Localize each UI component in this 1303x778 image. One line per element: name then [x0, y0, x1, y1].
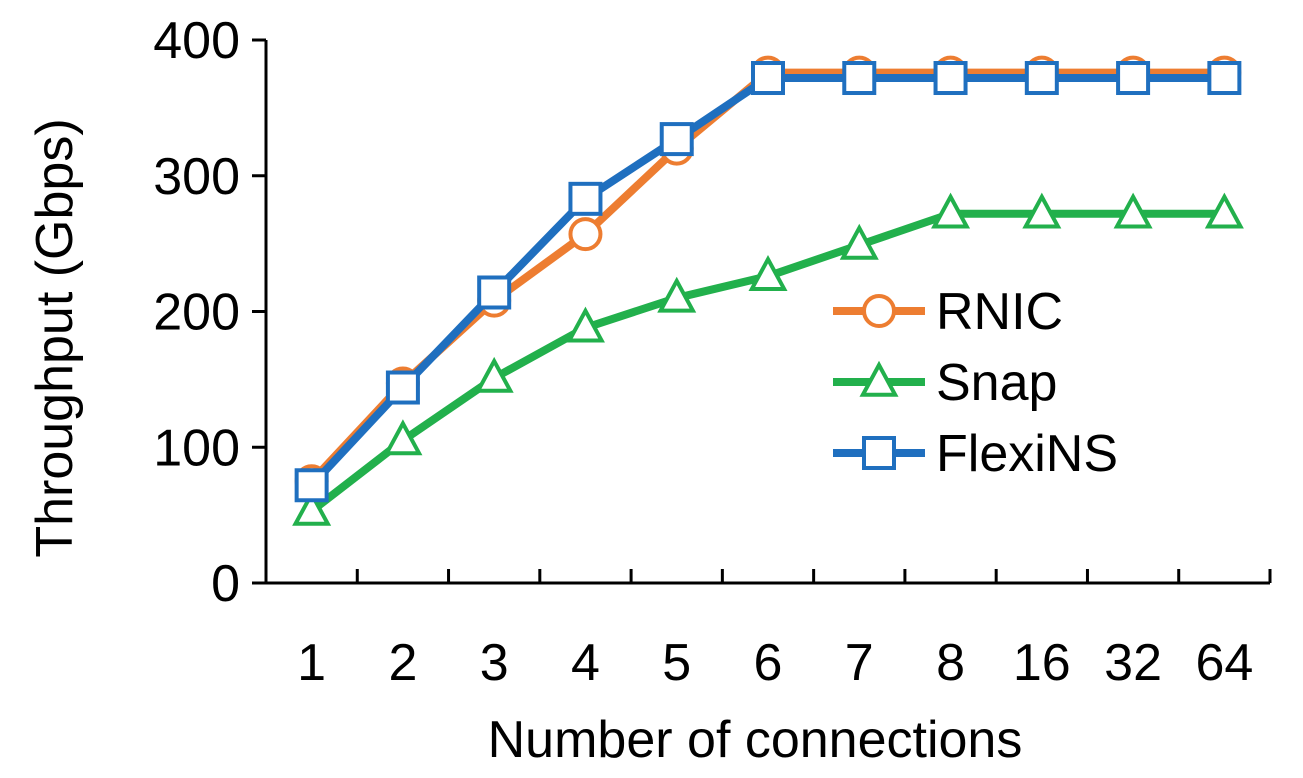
x-tick-label: 16 [1013, 634, 1071, 692]
legend-label-flexins: FlexiNS [936, 425, 1118, 483]
data-point-flexins [1207, 61, 1242, 96]
x-tick-label: 32 [1104, 634, 1162, 692]
legend: RNIC Snap FlexiNS [833, 283, 1118, 483]
data-point-flexins [568, 181, 603, 216]
data-point-snap [383, 419, 423, 456]
x-tick-label: 5 [662, 634, 691, 692]
data-point-snap [748, 255, 788, 291]
data-point-flexins [659, 122, 694, 157]
data-point-flexins [294, 468, 329, 503]
series-layer [292, 55, 1244, 526]
legend-marker-snap [859, 360, 899, 397]
y-tick-label: 100 [153, 419, 240, 477]
x-tick-label: 3 [480, 634, 509, 692]
data-point-rnic [568, 217, 603, 252]
x-tick-label: 2 [388, 634, 417, 692]
legend-item-snap: Snap [833, 354, 1057, 412]
data-point-flexins [933, 61, 968, 96]
data-point-flexins [1116, 61, 1151, 96]
legend-marker-flexins [862, 436, 896, 470]
y-tick-label: 200 [153, 284, 240, 342]
x-tick-label: 4 [571, 634, 600, 692]
x-tick-label: 7 [845, 634, 874, 692]
data-point-flexins [385, 370, 420, 405]
x-tick-label: 6 [754, 634, 783, 692]
data-point-snap [565, 306, 605, 343]
data-point-snap [1113, 192, 1153, 229]
x-axis-title: Number of connections [488, 711, 1023, 769]
data-point-snap [474, 356, 514, 393]
y-axis-title: Throughput (Gbps) [26, 118, 84, 557]
legend-item-flexins: FlexiNS [833, 425, 1118, 483]
legend-label-rnic: RNIC [936, 283, 1063, 341]
data-point-flexins [842, 61, 877, 96]
x-tick-label: 64 [1195, 634, 1253, 692]
data-point-flexins [751, 61, 785, 96]
data-point-snap [931, 192, 971, 229]
x-tick-label: 8 [936, 634, 965, 692]
axes: 0 100 200 300 400 1 2 3 4 5 6 7 8 16 32 64 [153, 12, 1272, 692]
legend-item-rnic: RNIC [833, 283, 1063, 341]
data-point-flexins [477, 275, 512, 310]
legend-marker-rnic [862, 294, 896, 328]
data-point-flexins [1024, 61, 1059, 96]
y-tick-label: 0 [211, 555, 240, 613]
series-flexins [294, 61, 1242, 503]
data-point-snap [292, 489, 332, 526]
data-point-snap [657, 276, 697, 313]
series-snap [292, 192, 1244, 526]
x-tick-label: 1 [297, 634, 326, 692]
data-point-snap [1204, 192, 1244, 229]
data-point-snap [1022, 192, 1062, 229]
y-tick-label: 300 [153, 148, 240, 206]
y-tick-label: 400 [153, 12, 240, 70]
legend-label-snap: Snap [936, 354, 1057, 412]
data-point-snap [839, 223, 879, 260]
